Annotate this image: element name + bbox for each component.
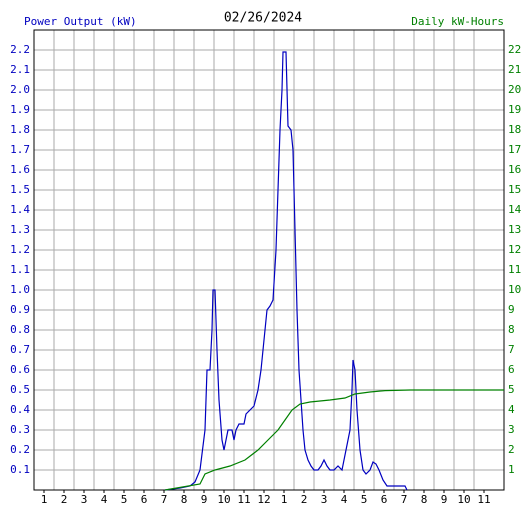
y2-tick-label: 18	[508, 123, 521, 136]
y-tick-label: 0.9	[10, 303, 30, 316]
y-tick-label: 1.5	[10, 183, 30, 196]
y-tick-label: 0.4	[10, 403, 30, 416]
y2-tick-label: 20	[508, 83, 521, 96]
plot-border	[33, 29, 505, 491]
y2-tick-label: 14	[508, 203, 522, 216]
x-tick-label: 11	[237, 493, 250, 506]
y-tick-label: 1.1	[10, 263, 30, 276]
y-tick-label: 2.2	[10, 43, 30, 56]
series-line	[164, 51, 408, 491]
y2-tick-label: 17	[508, 143, 521, 156]
series-line	[164, 389, 504, 491]
y2-tick-label: 6	[508, 363, 515, 376]
x-tick-label: 7	[401, 493, 408, 506]
y2-tick-label: 19	[508, 103, 521, 116]
x-tick-label: 5	[361, 493, 368, 506]
y-tick-label: 1.7	[10, 143, 30, 156]
y2-tick-label: 4	[508, 403, 515, 416]
legend-entry: Power Output (kW)	[24, 15, 137, 28]
x-tick-label: 10	[457, 493, 470, 506]
x-tick-label: 1	[281, 493, 288, 506]
y2-tick-label: 10	[508, 283, 521, 296]
y2-tick-label: 1	[508, 463, 515, 476]
x-tick-label: 9	[441, 493, 448, 506]
x-tick-label: 11	[477, 493, 490, 506]
x-tick-label: 2	[301, 493, 308, 506]
y-tick-label: 0.2	[10, 443, 30, 456]
y-tick-label: 1.6	[10, 163, 30, 176]
y-tick-label: 2.1	[10, 63, 30, 76]
y-tick-label: 1.8	[10, 123, 30, 136]
y-tick-label: 1.3	[10, 223, 30, 236]
y-tick-label: 0.1	[10, 463, 30, 476]
y-tick-label: 2.0	[10, 83, 30, 96]
legend-entry: Daily kW-Hours	[411, 15, 504, 28]
y-tick-label: 0.3	[10, 423, 30, 436]
x-tick-label: 2	[61, 493, 68, 506]
y2-tick-label: 11	[508, 263, 521, 276]
y-tick-label: 1.0	[10, 283, 30, 296]
y2-tick-label: 5	[508, 383, 515, 396]
x-tick-label: 3	[81, 493, 88, 506]
x-tick-label: 9	[201, 493, 208, 506]
y2-tick-label: 3	[508, 423, 515, 436]
chart-title: 02/26/2024	[224, 11, 302, 26]
y2-tick-label: 8	[508, 323, 515, 336]
y2-tick-label: 21	[508, 63, 521, 76]
y2-tick-label: 9	[508, 303, 515, 316]
plot-area	[33, 29, 505, 491]
y-tick-label: 1.2	[10, 243, 30, 256]
y2-tick-label: 2	[508, 443, 515, 456]
x-tick-label: 8	[421, 493, 428, 506]
y-tick-label: 0.8	[10, 323, 30, 336]
x-tick-label: 8	[181, 493, 188, 506]
y-tick-label: 1.9	[10, 103, 30, 116]
x-tick-label: 6	[381, 493, 388, 506]
y-tick-label: 0.6	[10, 363, 30, 376]
x-tick-label: 4	[101, 493, 108, 506]
y-tick-label: 0.5	[10, 383, 30, 396]
y2-tick-label: 16	[508, 163, 521, 176]
y2-tick-label: 15	[508, 183, 521, 196]
y2-tick-label: 7	[508, 343, 515, 356]
x-tick-label: 4	[341, 493, 348, 506]
y2-tick-label: 12	[508, 243, 521, 256]
x-tick-label: 7	[161, 493, 168, 506]
x-tick-label: 5	[121, 493, 128, 506]
y-tick-label: 1.4	[10, 203, 30, 216]
x-tick-label: 3	[321, 493, 328, 506]
x-tick-label: 10	[217, 493, 230, 506]
x-tick-label: 1	[41, 493, 48, 506]
y-tick-label: 0.7	[10, 343, 30, 356]
x-tick-label: 6	[141, 493, 148, 506]
y2-tick-label: 13	[508, 223, 521, 236]
x-tick-label: 12	[257, 493, 270, 506]
y2-tick-label: 22	[508, 43, 521, 56]
